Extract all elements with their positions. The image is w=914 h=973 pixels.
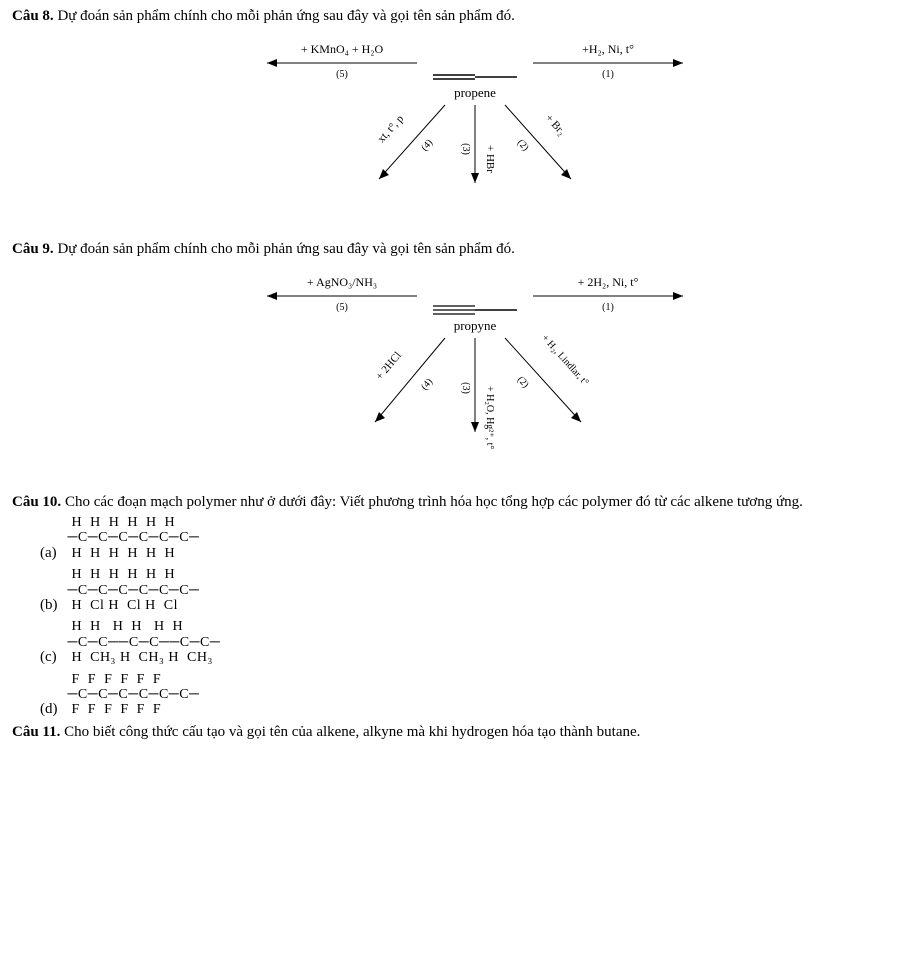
q8-arm1-label: +H₂, Ni, t° [582,42,634,56]
q8-arm1-num: (1) [602,69,614,80]
q11-text: Cho biết công thức cấu tạo và gọi tên củ… [60,724,640,740]
q8-arm2-num: (2) [515,137,531,153]
q10-d-row3: F F F F F F [68,702,200,717]
q8-arm2-label: + Br₂ [543,112,568,138]
q10-d-label: (d) [40,701,64,718]
q10-a-label: (a) [40,545,64,562]
q10-option-a: (a) H H H H H H ─C─C─C─C─C─C─ H H H H H … [40,515,902,561]
q8-arm3-label: + HBr [484,145,496,173]
q9-svg: propyne + AgNO₃/NH₃ (5) + 2H₂, Ni, t° (1… [197,264,717,454]
q9-arm2-num: (2) [515,374,531,390]
q8-text: Dự đoán sản phẩm chính cho mỗi phản ứng … [54,8,515,24]
q8-center-label: propene [454,85,496,100]
q8-arm5-label: + KMnO₄ + H₂O [301,42,384,56]
q10-text: Cho các đoạn mạch polymer như ở dưới đây… [61,494,803,510]
q10-b-row2: ─C─C─C─C─C─C─ [68,583,200,598]
q10-c-row3: H CH₃ H CH₃ H CH₃ [68,650,221,665]
question-8: Câu 8. Dự đoán sản phẩm chính cho mỗi ph… [12,8,902,25]
q10-c-row1: H H H H H H [68,619,221,634]
q10-d-row1: F F F F F F [68,672,200,687]
q10-option-b: (b) H H H H H H ─C─C─C─C─C─C─ H Cl H Cl … [40,567,902,613]
q9-arm3-label: + H₂O, Hg²⁺, t° [484,386,495,449]
q10-c-label: (c) [40,649,64,666]
q9-arm5-label: + AgNO₃/NH₃ [307,275,377,289]
q10-b-row1: H H H H H H [68,567,200,582]
q9-arm1-num: (1) [602,302,614,313]
q8-diagram: propene + KMnO₄ + H₂O (5) +H₂, Ni, t° (1… [12,31,902,201]
q8-arm5-num: (5) [336,69,348,80]
q8-arm4-label: xt, t°, p [375,113,406,146]
q9-arm1-label: + 2H₂, Ni, t° [578,275,639,289]
q9-center-label: propyne [454,318,497,333]
q8-arm4-num: (4) [419,137,435,153]
q11-label: Câu 11. [12,724,60,740]
q10-a-row1: H H H H H H [68,515,200,530]
q9-center-mol [433,306,517,314]
q10-option-d: (d) F F F F F F ─C─C─C─C─C─C─ F F F F F … [40,672,902,718]
q10-a-row3: H H H H H H [68,546,200,561]
question-11: Câu 11. Cho biết công thức cấu tạo và gọ… [12,724,902,741]
question-9: Câu 9. Dự đoán sản phẩm chính cho mỗi ph… [12,241,902,258]
question-10: Câu 10. Cho các đoạn mạch polymer như ở … [12,494,902,511]
q8-arm3-num: (3) [460,143,471,155]
q10-option-c: (c) H H H H H H ─C─C──C─C──C─C─ H CH₃ H … [40,619,902,665]
q8-svg: propene + KMnO₄ + H₂O (5) +H₂, Ni, t° (1… [197,31,717,201]
q8-center-mol [433,75,517,79]
q8-label: Câu 8. [12,8,54,24]
q9-label: Câu 9. [12,241,54,257]
q10-c-row2: ─C─C──C─C──C─C─ [68,635,221,650]
q9-arm4-num: (4) [419,376,435,392]
q9-arm3-num: (3) [460,382,471,394]
q9-arm2-label: + H₂, Lindlar, t° [539,333,590,388]
q10-a-row2: ─C─C─C─C─C─C─ [68,530,200,545]
q9-diagram: propyne + AgNO₃/NH₃ (5) + 2H₂, Ni, t° (1… [12,264,902,454]
q10-b-label: (b) [40,597,64,614]
q9-text: Dự đoán sản phẩm chính cho mỗi phản ứng … [54,241,515,257]
q9-arm5-num: (5) [336,302,348,313]
q10-label: Câu 10. [12,494,61,510]
q9-arm4-label: + 2HCl [374,350,404,383]
q10-d-row2: ─C─C─C─C─C─C─ [68,687,200,702]
q10-b-row3: H Cl H Cl H Cl [68,598,200,613]
